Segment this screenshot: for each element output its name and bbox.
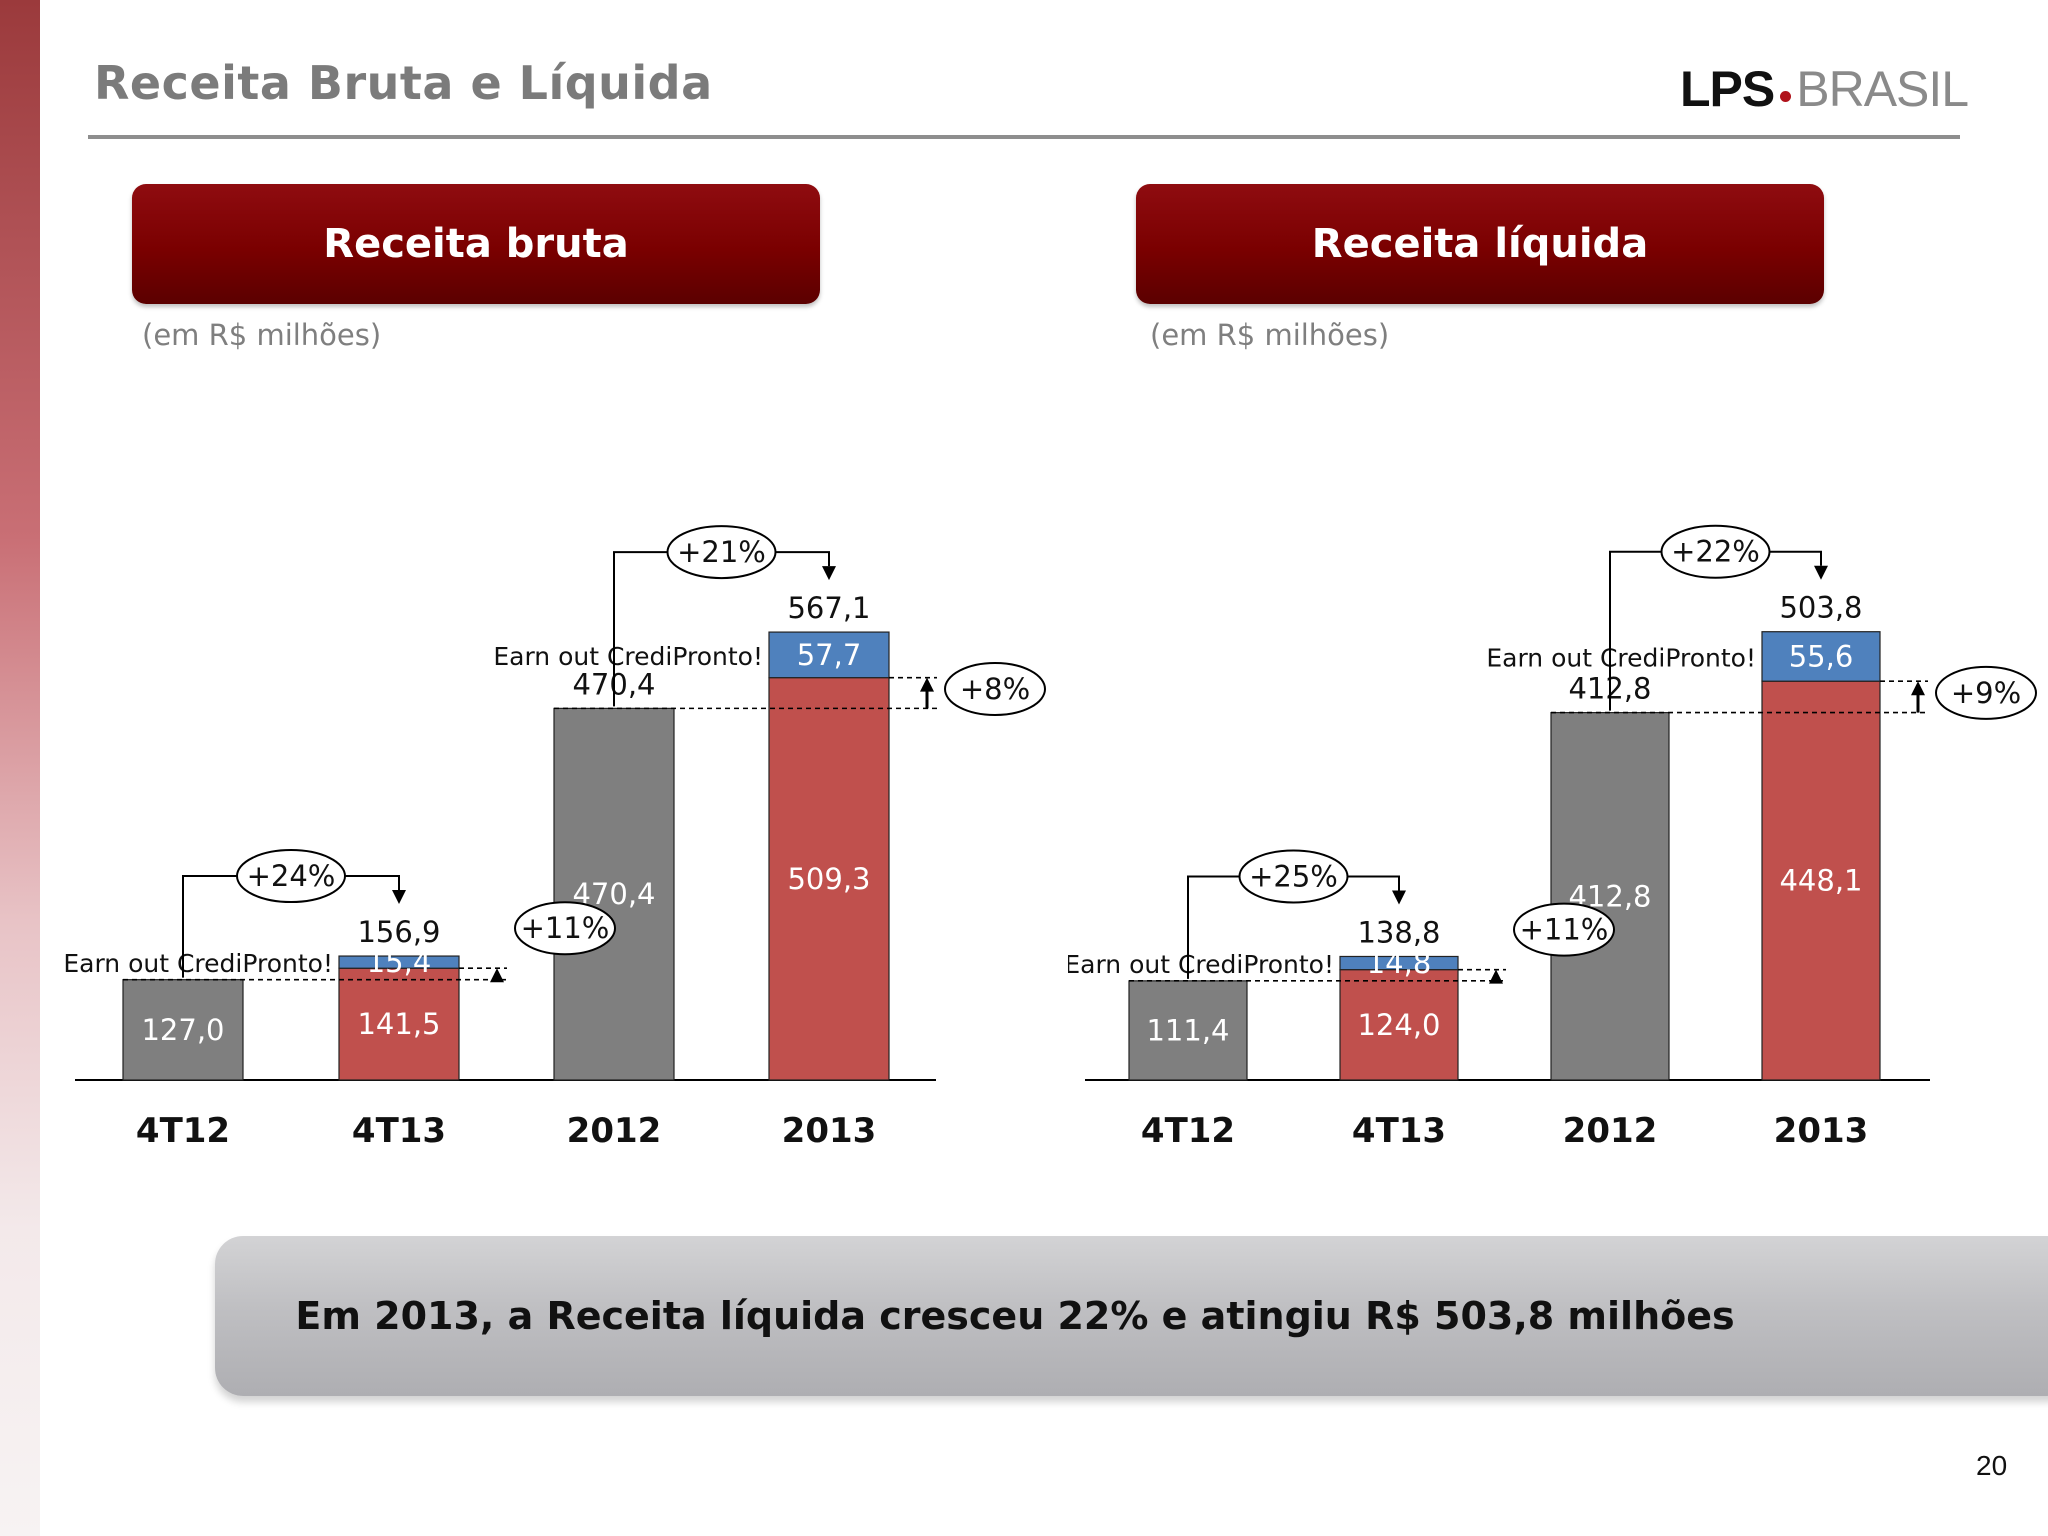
growth-year-total-ellipse [666, 525, 777, 580]
growth-quarter-total-arrow [1392, 890, 1406, 905]
chart-panel-receita-liquida: Receita líquida (em R$ milhões) 111,4 4T1… [1068, 184, 2048, 1164]
growth-quarter-organic-ellipse [1513, 902, 1615, 957]
bar-2013 [1761, 680, 1881, 1081]
growth-year-organic-arrow [1911, 681, 1925, 696]
chart-receita-liquida: 111,44T12124,014,8138,84T13412,8412,8201… [1068, 524, 2037, 1151]
bar-value-label: 141,5 [357, 1007, 440, 1041]
logo-dot-icon [1780, 91, 1792, 103]
total-label-2013: 503,8 [1779, 591, 1862, 625]
earn-out-label: Earn out CrediPronto! [493, 642, 763, 671]
category-label-4T13: 4T13 [352, 1111, 446, 1151]
growth-year-total: +22% [1671, 535, 1760, 569]
category-label-2012: 2012 [1563, 1111, 1658, 1151]
growth-year-organic-ellipse [944, 662, 1046, 717]
growth-year-total: +21% [677, 535, 766, 569]
page-number: 20 [1976, 1450, 2008, 1481]
category-label-2012: 2012 [567, 1111, 662, 1151]
growth-year-organic: +9% [1951, 676, 2021, 710]
growth-quarter-total-arrow [392, 890, 406, 905]
growth-year-total-arrow [822, 566, 836, 581]
bar-value-label: 448,1 [1779, 864, 1862, 898]
growth-quarter-organic-arrow [490, 968, 504, 983]
growth-quarter-organic: +11% [521, 911, 610, 945]
earn-out-bar-2013 [1761, 631, 1881, 682]
summary-banner: Em 2013, a Receita líquida cresceu 22% e… [215, 1236, 2048, 1396]
growth-quarter-total: +25% [1249, 859, 1338, 893]
bar-value-label: 111,4 [1146, 1013, 1229, 1047]
bar-value-label: 509,3 [787, 862, 870, 896]
bar-4T13 [338, 967, 460, 1081]
bar-4T12 [1128, 980, 1248, 1081]
title-divider [88, 135, 1960, 139]
page-title: Receita Bruta e Líquida [94, 56, 713, 110]
earn-out-value-label: 15,4 [367, 945, 432, 979]
category-label-4T12: 4T12 [136, 1111, 230, 1151]
chart-unit-label: (em R$ milhões) [142, 318, 382, 352]
category-label-4T12: 4T12 [1141, 1111, 1235, 1151]
growth-year-organic: +8% [960, 672, 1030, 706]
bar-2012 [1550, 712, 1670, 1081]
growth-year-total-ellipse [1660, 524, 1771, 579]
side-accent-strip [0, 0, 40, 1536]
total-label-4T13: 138,8 [1357, 915, 1440, 949]
earn-out-value-label: 14,8 [1367, 946, 1432, 980]
earn-out-label: Earn out CrediPronto! [1486, 643, 1756, 672]
growth-year-total-arrow [1814, 565, 1828, 580]
growth-year-organic-arrow [920, 677, 934, 692]
summary-text: Em 2013, a Receita líquida cresceu 22% e… [295, 1294, 1735, 1338]
total-label-2013: 567,1 [787, 591, 870, 625]
category-label-2013: 2013 [782, 1111, 877, 1151]
growth-quarter-organic-arrow [1489, 969, 1503, 984]
logo-text-lps: LPS [1680, 61, 1775, 117]
category-label-4T13: 4T13 [1352, 1111, 1446, 1151]
chart-panel-receita-bruta: Receita bruta (em R$ milhões) 127,0 4T12 1… [62, 184, 1062, 1164]
earn-out-label: Earn out CrediPronto! [63, 949, 333, 978]
growth-quarter-total-ellipse [1238, 849, 1349, 904]
chart-header: Receita líquida [1136, 184, 1824, 304]
chart-receita-bruta: 127,04T12141,515,4156,94T13470,4470,4201… [63, 525, 1046, 1151]
bar-4T13 [1339, 969, 1459, 1081]
earn-out-bar-4T13 [338, 955, 460, 969]
logo-text-brasil: BRASIL [1796, 61, 1969, 117]
earn-out-label: Earn out CrediPronto! [1068, 950, 1334, 979]
chart-unit-label: (em R$ milhões) [1150, 318, 1390, 352]
earn-out-bar-2013 [768, 631, 890, 679]
chart-header: Receita bruta [132, 184, 820, 304]
company-logo: LPS BRASIL [1680, 60, 1969, 120]
earn-out-bar-4T13 [1339, 955, 1459, 971]
bar-value-label: 124,0 [1357, 1008, 1440, 1042]
growth-quarter-organic-ellipse [514, 901, 616, 956]
bar-4T12 [122, 979, 244, 1081]
total-label-4T13: 156,9 [357, 915, 440, 949]
category-label-2013: 2013 [1774, 1111, 1869, 1151]
bar-2012 [553, 707, 675, 1081]
growth-quarter-organic: +11% [1520, 913, 1609, 947]
earn-out-value-label: 55,6 [1789, 639, 1854, 673]
growth-quarter-total-ellipse [236, 849, 346, 904]
growth-quarter-total: +24% [247, 859, 336, 893]
growth-year-organic-ellipse [1935, 665, 2037, 720]
bar-value-label: 127,0 [141, 1013, 224, 1047]
bar-2013 [768, 677, 890, 1081]
earn-out-value-label: 57,7 [797, 638, 862, 672]
